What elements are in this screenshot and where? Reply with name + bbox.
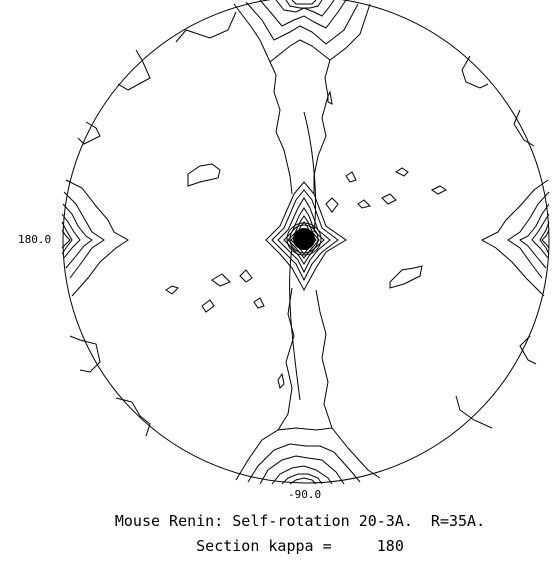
bottom-peak xyxy=(235,427,381,485)
small-islands xyxy=(165,90,447,389)
edge-lobes xyxy=(69,11,537,437)
vertical-ridge xyxy=(269,59,333,431)
projection-circle xyxy=(62,0,550,484)
caption-section: Section kappa = 180 xyxy=(196,537,404,555)
top-peak xyxy=(233,0,371,63)
left-axis-label: 180.0 xyxy=(18,233,52,246)
bottom-axis-label: -90.0 xyxy=(288,488,322,501)
caption-title: Mouse Renin: Self-rotation 20-3A. R=35A. xyxy=(114,512,486,530)
right-peak xyxy=(480,179,550,297)
left-peak xyxy=(61,179,129,297)
central-peak xyxy=(265,181,347,292)
